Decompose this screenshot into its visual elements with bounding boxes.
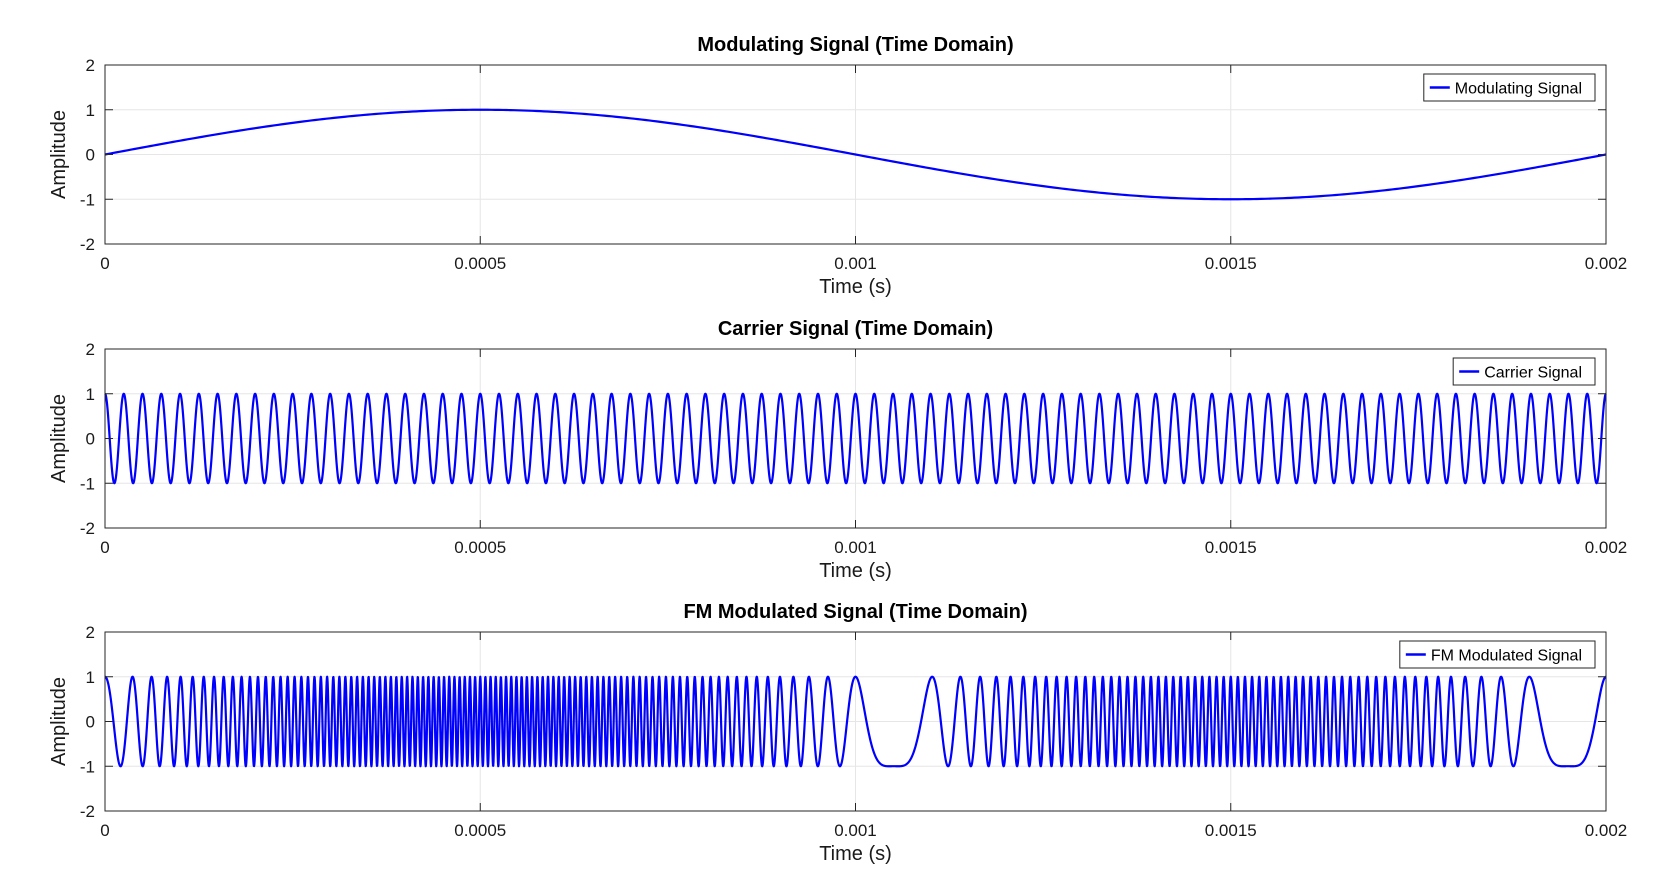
legend-entry-label: Carrier Signal [1484, 365, 1582, 382]
x-tick-label: 0 [100, 254, 109, 273]
legend: Carrier Signal [1452, 357, 1596, 386]
y-axis-label: Amplitude [48, 110, 70, 199]
subplot-title: FM Modulated Signal (Time Domain) [683, 601, 1027, 623]
x-axis-label: Time (s) [819, 843, 892, 865]
y-tick-label: -1 [80, 190, 95, 209]
legend-entry-label: Modulating Signal [1455, 81, 1582, 98]
legend-box [1399, 640, 1596, 669]
plot-area [104, 64, 1607, 245]
y-tick-label: 1 [86, 668, 95, 687]
y-tick-label: -1 [80, 474, 95, 493]
x-tick-label: 0.001 [834, 821, 877, 840]
y-tick-label: 0 [86, 713, 95, 732]
x-tick-label: 0.002 [1585, 538, 1628, 557]
modulating-signal-subplot: Modulating Signal (Time Domain) Time (s)… [48, 34, 1627, 298]
plot-area [104, 348, 1607, 529]
subplot-title: Carrier Signal (Time Domain) [718, 318, 993, 340]
y-axis-label: Amplitude [48, 394, 70, 483]
fm-modulated-signal-subplot: FM Modulated Signal (Time Domain) Time (… [48, 601, 1627, 865]
y-tick-label: 0 [86, 430, 95, 449]
legend-box [1423, 73, 1596, 102]
x-tick-label: 0 [100, 538, 109, 557]
plot-area [104, 631, 1607, 812]
x-tick-label: 0.002 [1585, 254, 1628, 273]
y-tick-label: -2 [80, 519, 95, 538]
x-tick-label: 0.0005 [454, 538, 506, 557]
x-tick-label: 0.0005 [454, 254, 506, 273]
x-tick-label: 0.002 [1585, 821, 1628, 840]
y-tick-label: 2 [86, 56, 95, 75]
tick-labels: 0 0.0005 0.001 0.0015 0.002 -2 -1 0 1 2 [80, 56, 1627, 273]
x-axis-label: Time (s) [819, 276, 892, 298]
subplot-title: Modulating Signal (Time Domain) [697, 34, 1013, 56]
y-tick-label: -1 [80, 757, 95, 776]
series-line [104, 675, 1607, 768]
y-tick-label: 0 [86, 146, 95, 165]
x-axis-label: Time (s) [819, 560, 892, 582]
carrier-signal-subplot: Carrier Signal (Time Domain) Time (s) Am… [48, 318, 1627, 582]
legend-box [1452, 357, 1596, 386]
x-tick-label: 0.0015 [1205, 538, 1257, 557]
y-tick-label: -2 [80, 802, 95, 821]
y-tick-label: 2 [86, 623, 95, 642]
x-tick-label: 0.001 [834, 254, 877, 273]
tick-labels: 0 0.0005 0.001 0.0015 0.002 -2 -1 0 1 2 [80, 623, 1627, 840]
legend: Modulating Signal [1423, 73, 1596, 102]
series-line [104, 108, 1607, 201]
y-tick-label: 1 [86, 101, 95, 120]
legend-entry-label: FM Modulated Signal [1431, 648, 1582, 665]
y-tick-label: 2 [86, 340, 95, 359]
series-line [104, 392, 1607, 485]
tick-labels: 0 0.0005 0.001 0.0015 0.002 -2 -1 0 1 2 [80, 340, 1627, 557]
y-axis-label: Amplitude [48, 677, 70, 766]
y-tick-label: 1 [86, 385, 95, 404]
legend: FM Modulated Signal [1399, 640, 1596, 669]
y-tick-label: -2 [80, 235, 95, 254]
x-tick-label: 0.001 [834, 538, 877, 557]
x-tick-label: 0.0015 [1205, 821, 1257, 840]
x-tick-label: 0.0015 [1205, 254, 1257, 273]
x-tick-label: 0.0005 [454, 821, 506, 840]
x-tick-label: 0 [100, 821, 109, 840]
